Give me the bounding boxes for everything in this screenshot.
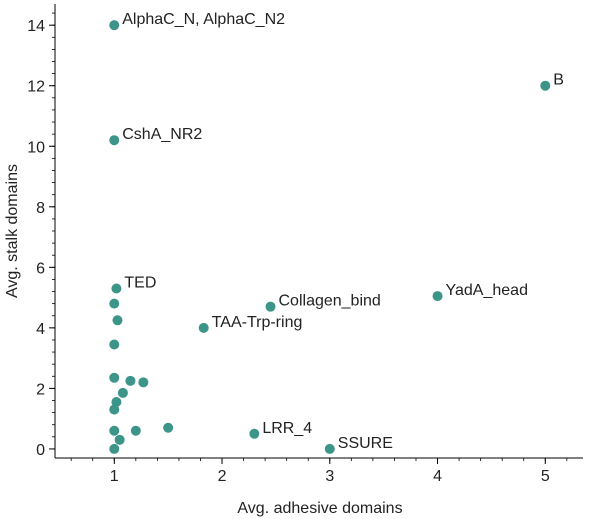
data-point	[540, 80, 551, 91]
y-tick-label: 12	[27, 79, 45, 96]
data-point	[112, 315, 123, 326]
data-point	[117, 387, 128, 398]
x-tick-label: 5	[541, 468, 550, 485]
data-point	[111, 397, 122, 408]
data-point	[265, 301, 276, 312]
data-point	[109, 135, 120, 146]
point-label: B	[553, 72, 564, 89]
data-point	[198, 322, 209, 333]
data-point	[249, 428, 260, 439]
data-point	[109, 339, 120, 350]
data-point	[432, 291, 443, 302]
data-point	[109, 20, 120, 31]
y-tick-label: 6	[36, 260, 45, 277]
x-axis-label: Avg. adhesive domains	[237, 500, 402, 517]
point-label: Collagen_bind	[279, 293, 381, 310]
point-label: TAA-Trp-ring	[212, 314, 303, 331]
x-tick-label: 2	[218, 468, 227, 485]
data-point	[109, 443, 120, 454]
point-label: YadA_head	[446, 282, 528, 299]
data-points	[109, 20, 551, 454]
data-point	[125, 375, 136, 386]
data-point	[324, 443, 335, 454]
x-tick-label: 3	[325, 468, 334, 485]
y-tick-label: 14	[27, 18, 45, 35]
point-label: CshA_NR2	[122, 126, 202, 143]
y-tick-label: 2	[36, 381, 45, 398]
data-point	[109, 298, 120, 309]
y-tick-label: 8	[36, 200, 45, 217]
point-labels: AlphaC_N, AlphaC_N2 B CshA_NR2 TED Collagen_…	[122, 11, 564, 452]
y-tick-label: 0	[36, 442, 45, 459]
data-point	[111, 283, 122, 294]
y-axis-label: Avg. stalk domains	[4, 164, 21, 298]
data-point	[138, 377, 149, 388]
data-point	[130, 425, 141, 436]
data-point	[109, 404, 120, 415]
data-point	[163, 422, 174, 433]
point-label: TED	[124, 275, 156, 292]
x-tick-label: 4	[433, 468, 442, 485]
y-tick-label: 4	[36, 321, 45, 338]
point-label: SSURE	[338, 435, 393, 452]
data-point	[114, 434, 125, 445]
point-label: LRR_4	[262, 420, 312, 437]
y-tick-label: 10	[27, 139, 45, 156]
point-label: AlphaC_N, AlphaC_N2	[122, 11, 285, 28]
data-point	[109, 425, 120, 436]
x-tick-label: 1	[110, 468, 119, 485]
data-point	[109, 372, 120, 383]
